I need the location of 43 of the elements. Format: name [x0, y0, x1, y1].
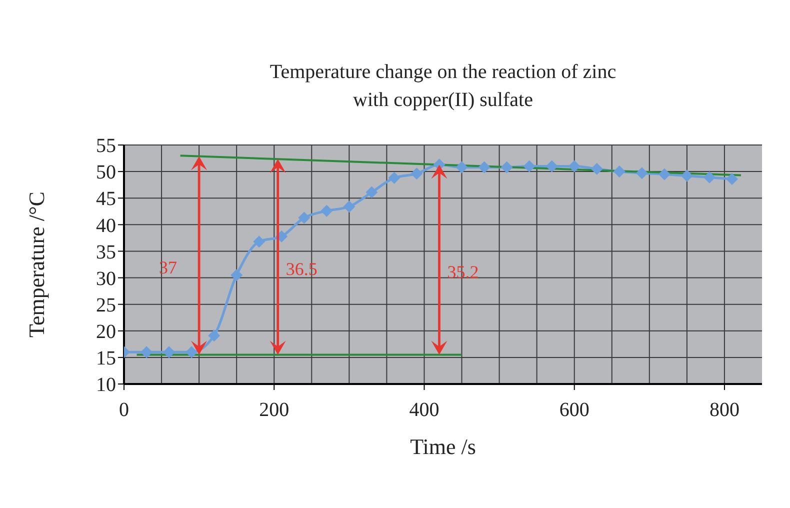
point: [253, 236, 266, 248]
y-tick-label: 35: [96, 241, 116, 264]
point: [500, 161, 513, 174]
point: [703, 171, 716, 184]
x-tick-label: 600: [559, 399, 590, 421]
point: [343, 200, 356, 213]
point: [636, 167, 648, 180]
point: [523, 160, 536, 172]
point: [366, 186, 378, 198]
point: [186, 346, 198, 358]
y-tick-label: 10: [96, 374, 116, 396]
x-axis-title: Time /s: [410, 434, 476, 459]
point: [140, 346, 153, 358]
point: [478, 161, 490, 174]
y-tick-label: 45: [96, 188, 116, 210]
y-tick-label: 15: [96, 348, 116, 370]
point: [546, 160, 558, 172]
y-axis-title: Temperature /°C: [24, 192, 49, 338]
point: [568, 160, 580, 172]
point: [163, 346, 176, 358]
point: [658, 168, 670, 180]
x-tick-label: 400: [409, 399, 440, 421]
y-tick-label: 20: [96, 320, 116, 343]
point: [230, 269, 243, 282]
point: [726, 172, 738, 185]
point: [298, 212, 310, 224]
point: [320, 204, 333, 217]
y-tick-label: 50: [96, 162, 116, 184]
y-tick-label: 55: [96, 135, 116, 158]
y-tick-label: 30: [96, 268, 116, 290]
point: [680, 170, 693, 182]
chart-title: Temperature change on the reaction of zinc with copper(II) sulfate: [268, 60, 618, 113]
point: [613, 166, 626, 178]
y-tick-label: 25: [96, 294, 116, 316]
x-tick-label: 800: [709, 399, 740, 421]
y-tick-label: 40: [96, 214, 116, 237]
x-tick-label: 0: [119, 399, 129, 421]
point: [410, 168, 423, 180]
x-tick-label: 200: [259, 399, 290, 421]
point: [590, 162, 603, 175]
point: [388, 172, 400, 184]
point: [208, 330, 220, 342]
point: [456, 161, 468, 174]
